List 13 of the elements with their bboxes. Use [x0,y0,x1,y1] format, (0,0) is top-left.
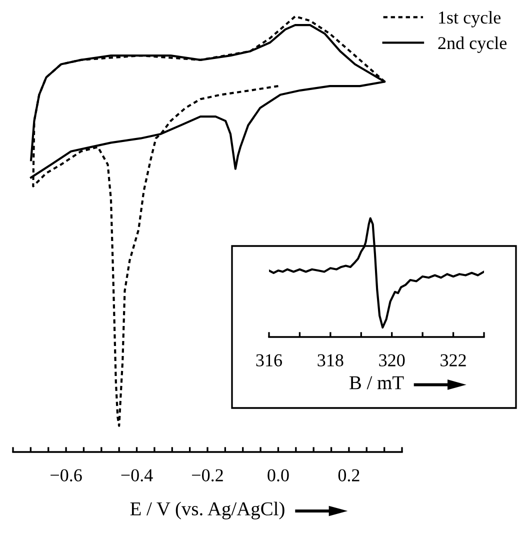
legend-label: 2nd cycle [438,36,507,53]
x-tick-label: 320 [379,354,405,366]
legend-label: 1st cycle [439,10,501,28]
x-axis-title: B / mT [350,376,404,390]
x-tick-label: 316 [256,354,282,366]
x-tick-label: 322 [440,354,466,366]
x-tick-label: −0.2 [192,469,223,482]
x-tick-label: 318 [318,354,344,366]
x-tick-label: 0.2 [338,469,360,482]
x-tick-label: 0.0 [268,469,289,482]
x-tick-label: −0.6 [50,469,82,482]
x-axis-title: E / V (vs. Ag/AgCl) [130,502,284,520]
x-tick-label: −0.4 [121,469,153,482]
